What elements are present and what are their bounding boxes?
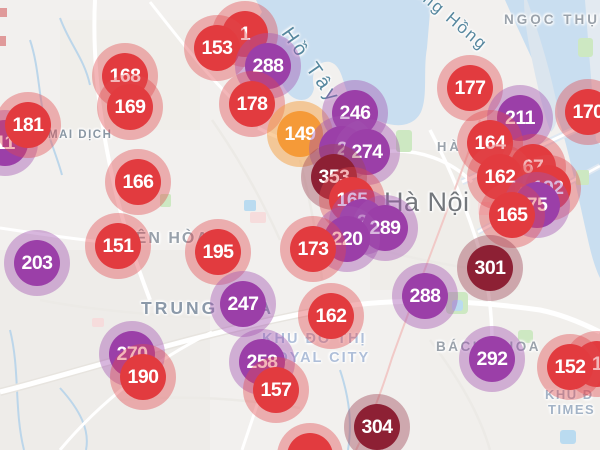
aqi-marker-core: 153 (194, 25, 240, 71)
aqi-marker-core: 169 (107, 84, 153, 130)
aqi-marker-core: 177 (447, 65, 493, 111)
aqi-marker-core: 203 (14, 240, 60, 286)
aqi-marker-177[interactable]: 177 (437, 55, 503, 121)
aqi-value: 292 (476, 347, 508, 370)
aqi-marker-153[interactable]: 153 (184, 15, 250, 81)
aqi-marker-288[interactable]: 288 (392, 263, 458, 329)
aqi-marker-151[interactable]: 151 (85, 213, 151, 279)
area-label-times: TIMES (548, 402, 596, 417)
aqi-marker-core: 151 (95, 223, 141, 269)
aqi-value: 190 (127, 365, 159, 388)
aqi-marker-173[interactable]: 173 (280, 216, 346, 282)
aqi-value: 195 (202, 240, 234, 263)
aqi-value: 151 (102, 234, 134, 257)
aqi-marker-core: 292 (469, 336, 515, 382)
aqi-marker-core: 304 (354, 404, 400, 450)
aqi-value: 220 (331, 227, 363, 250)
aqi-value: 173 (297, 237, 329, 260)
aqi-marker-core (287, 433, 333, 450)
aqi-value: 181 (12, 113, 44, 136)
aqi-value: 2 (336, 137, 348, 160)
aqi-value: 246 (339, 101, 371, 124)
aqi-value: 288 (252, 54, 284, 77)
aqi-value: 289 (369, 216, 401, 239)
district-label-ngoc-thuy: NGỌC THỤY (504, 12, 600, 27)
aqi-marker-core: 178 (229, 81, 275, 127)
aqi-value: 170 (572, 100, 600, 123)
aqi-marker-core: 157 (253, 367, 299, 413)
aqi-marker-core: 190 (120, 354, 166, 400)
aqi-marker-165[interactable]: 165 (479, 182, 545, 248)
aqi-marker-core: 301 (467, 245, 513, 291)
aqi-marker-core: 289 (362, 205, 408, 251)
aqi-value: 157 (260, 378, 292, 401)
aqi-value: 301 (474, 256, 506, 279)
aqi-marker-166[interactable]: 166 (105, 149, 171, 215)
aqi-value: 203 (21, 251, 53, 274)
aqi-marker-152[interactable]: 152 (537, 334, 600, 400)
aqi-marker-203[interactable]: 203 (4, 230, 70, 296)
aqi-marker-core: 181 (5, 102, 51, 148)
aqi-marker-core: 162 (308, 293, 354, 339)
aqi-value: 152 (554, 355, 586, 378)
aqi-value: 1 (591, 352, 600, 375)
aqi-marker-170[interactable]: 170 (555, 79, 600, 145)
aqi-marker-core: 288 (245, 43, 291, 89)
aqi-value: 247 (227, 292, 259, 315)
area-label-khu-do: KHU Đ (545, 387, 594, 402)
aqi-marker-304[interactable]: 304 (344, 394, 410, 450)
aqi-value: 165 (496, 203, 528, 226)
aqi-value: 304 (361, 415, 393, 438)
aqi-marker-169[interactable]: 169 (97, 74, 163, 140)
aqi-marker-core: 195 (195, 229, 241, 275)
aqi-value: 166 (122, 170, 154, 193)
aqi-value: 168 (109, 64, 141, 87)
aqi-marker-core: 165 (489, 192, 535, 238)
district-label-ha: HÀ (437, 139, 462, 154)
aqi-marker-178[interactable]: 178 (219, 71, 285, 137)
aqi-value: 149 (284, 122, 316, 145)
aqi-value: 162 (484, 165, 516, 188)
aqi-marker-181[interactable]: 181 (0, 92, 61, 158)
aqi-value: 288 (409, 284, 441, 307)
district-label-yen-hoa: YÊN HÒA (123, 230, 210, 247)
aqi-value: 211 (505, 106, 535, 129)
aqi-marker-edge[interactable] (277, 423, 343, 450)
aqi-value: 274 (351, 140, 383, 163)
aqi-marker-core: 173 (290, 226, 336, 272)
aqi-marker-190[interactable]: 190 (110, 344, 176, 410)
area-label-royal-city: ROYAL CITY (264, 350, 371, 366)
aqi-marker-core: 149 (277, 111, 323, 157)
aqi-marker-core: 247 (220, 281, 266, 327)
aqi-marker-292[interactable]: 292 (459, 326, 525, 392)
aqi-marker-247[interactable]: 247 (210, 271, 276, 337)
aqi-value: 178 (236, 92, 268, 115)
aqi-value: 153 (201, 36, 233, 59)
aqi-value: 1 (239, 22, 251, 45)
aqi-marker-195[interactable]: 195 (185, 219, 251, 285)
aqi-value: 162 (315, 304, 347, 327)
aqi-value: 169 (114, 95, 146, 118)
aqi-marker-288[interactable]: 288 (235, 33, 301, 99)
aqi-marker-301[interactable]: 301 (457, 235, 523, 301)
aqi-marker-168[interactable]: 168 (92, 43, 158, 109)
aqi-marker-core: 152 (547, 344, 593, 390)
aqi-marker-core: 166 (115, 159, 161, 205)
district-label-mai-dich: MAI DỊCH (48, 129, 113, 141)
aqi-value: 164 (474, 131, 506, 154)
aqi-marker-core: 288 (402, 273, 448, 319)
aqi-marker-157[interactable]: 157 (243, 357, 309, 423)
aqi-value: 177 (454, 76, 486, 99)
aqi-marker-162[interactable]: 162 (298, 283, 364, 349)
aqi-marker-core: 170 (565, 89, 600, 135)
